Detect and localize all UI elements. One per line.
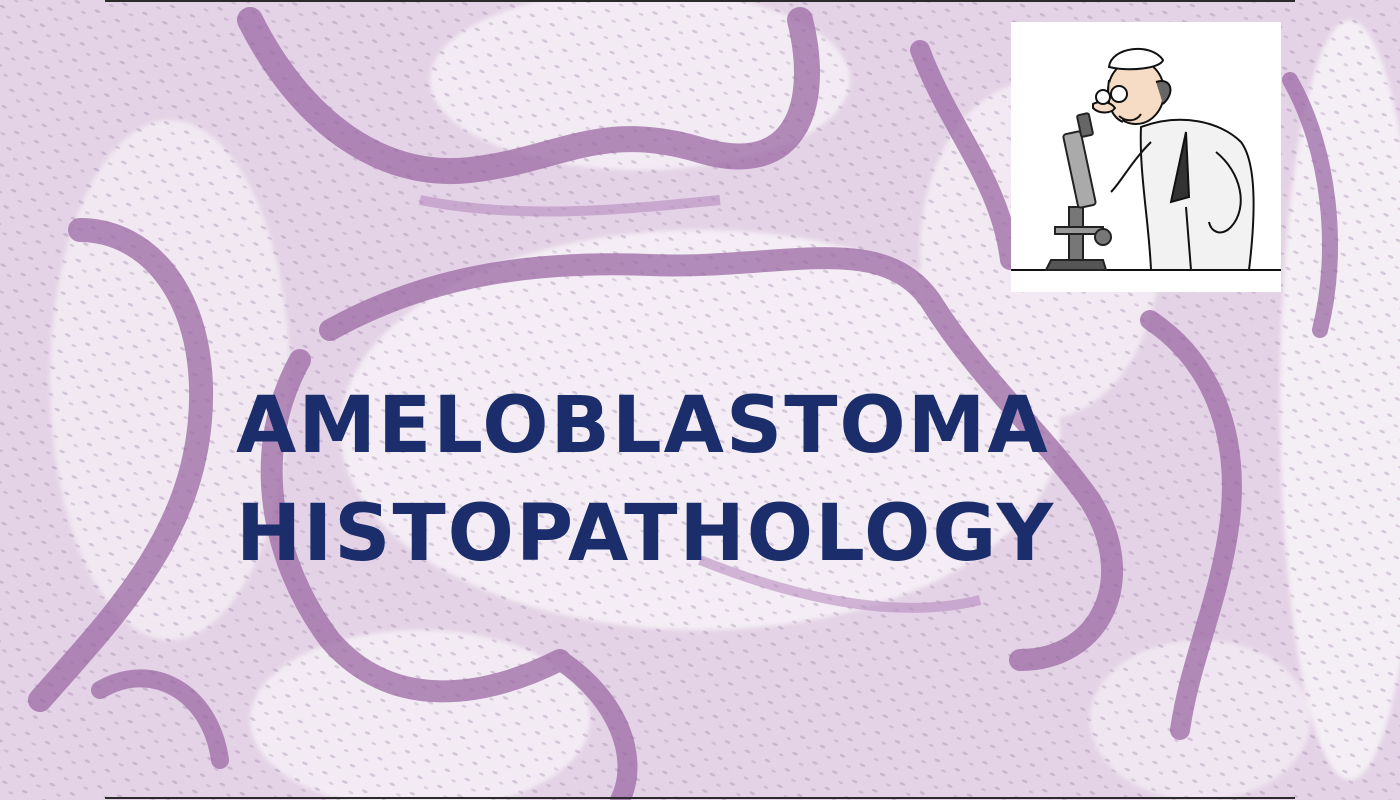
bottom-border-line xyxy=(105,797,1295,799)
title-line-1: AMELOBLASTOMA xyxy=(236,381,1050,471)
top-border-line xyxy=(105,0,1295,2)
scientist-icon xyxy=(1011,47,1281,271)
slide-title: AMELOBLASTOMA HISTOPATHOLOGY xyxy=(236,372,1136,588)
title-line-2: HISTOPATHOLOGY xyxy=(236,489,1056,579)
scientist-microscope-illustration xyxy=(1011,22,1281,292)
